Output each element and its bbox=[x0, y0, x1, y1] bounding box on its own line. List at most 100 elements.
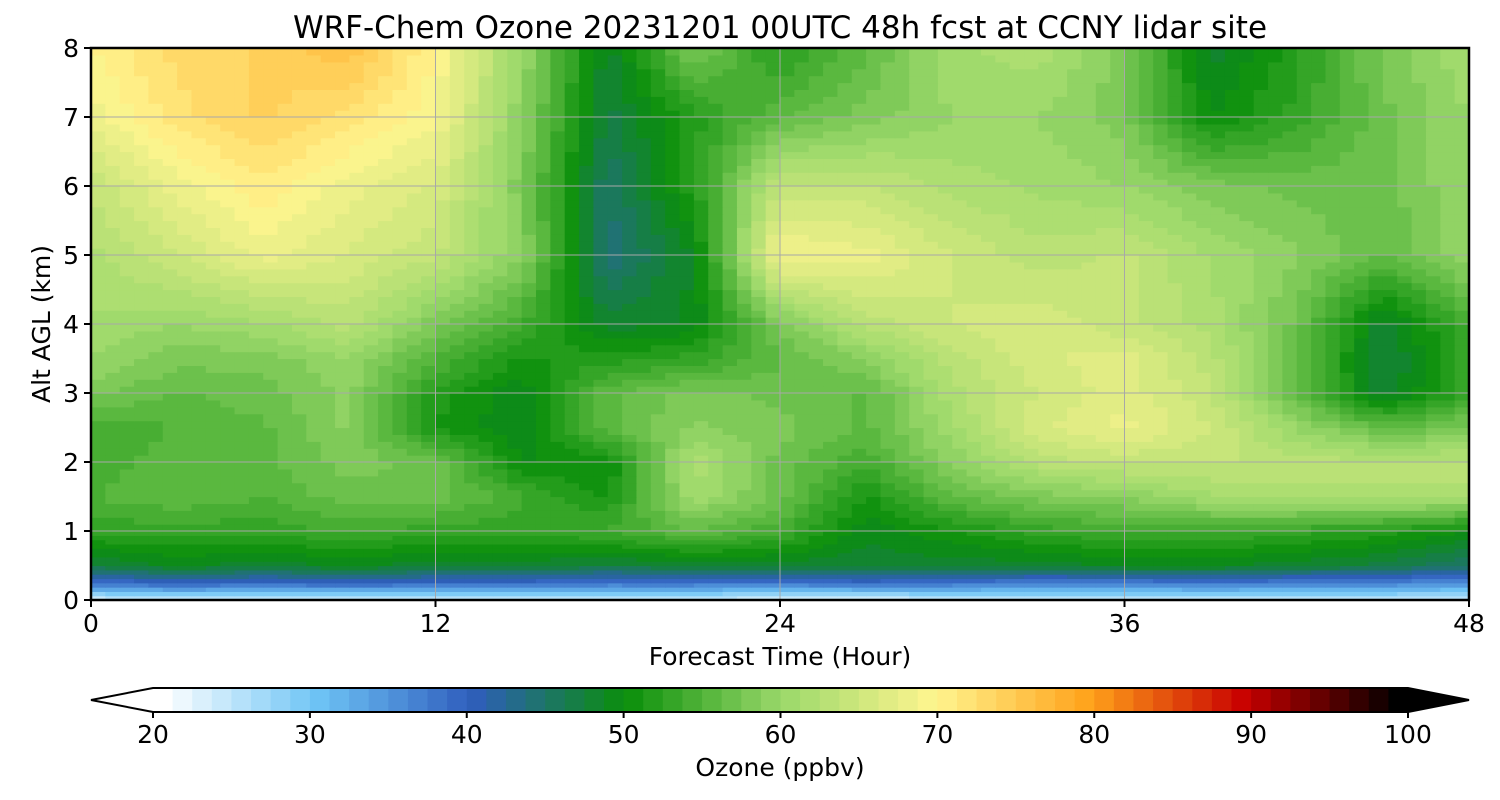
chart-title: WRF-Chem Ozone 20231201 00UTC 48h fcst a… bbox=[293, 10, 1267, 46]
field-cell bbox=[1268, 365, 1283, 373]
field-cell bbox=[980, 582, 996, 588]
field-cell bbox=[277, 310, 293, 318]
field-cell bbox=[478, 344, 494, 353]
field-cell bbox=[205, 441, 221, 449]
field-cell bbox=[1325, 595, 1341, 601]
field-cell bbox=[693, 468, 709, 477]
field-cell bbox=[105, 569, 121, 575]
field-cell bbox=[1153, 386, 1169, 394]
field-cell bbox=[995, 595, 1011, 601]
field-cell bbox=[335, 468, 350, 477]
field-cell bbox=[851, 595, 867, 601]
field-cell bbox=[1411, 441, 1427, 449]
field-cell bbox=[1067, 578, 1083, 584]
field-cell bbox=[177, 303, 193, 311]
field-cell bbox=[1009, 565, 1025, 571]
field-cell bbox=[291, 455, 307, 463]
field-cell bbox=[1440, 303, 1456, 311]
field-cell bbox=[535, 587, 551, 592]
field-cell bbox=[780, 574, 795, 580]
field-cell bbox=[1325, 289, 1341, 297]
field-cell bbox=[952, 420, 968, 429]
field-cell bbox=[650, 510, 666, 518]
field-cell bbox=[1325, 372, 1341, 380]
field-cell bbox=[1210, 386, 1226, 394]
field-cell bbox=[263, 420, 279, 429]
field-cell bbox=[866, 420, 882, 429]
field-cell bbox=[1440, 358, 1456, 366]
field-cell bbox=[492, 310, 508, 318]
field-cell bbox=[880, 517, 896, 525]
field-cell bbox=[148, 365, 164, 373]
field-cell bbox=[650, 582, 666, 588]
field-cell bbox=[1224, 531, 1240, 536]
field-cell bbox=[435, 587, 451, 592]
field-cell bbox=[607, 556, 623, 562]
field-cell bbox=[665, 535, 681, 541]
field-cell bbox=[220, 595, 236, 601]
field-cell bbox=[1181, 462, 1197, 470]
field-cell bbox=[1397, 531, 1413, 536]
field-cell bbox=[966, 296, 982, 304]
field-cell bbox=[392, 531, 408, 536]
field-cell bbox=[464, 455, 480, 463]
field-cell bbox=[866, 434, 882, 442]
field-cell bbox=[205, 330, 221, 339]
field-cell bbox=[1196, 427, 1212, 435]
field-cell bbox=[679, 406, 695, 415]
field-cell bbox=[421, 310, 437, 318]
field-cell bbox=[1067, 324, 1083, 332]
field-cell bbox=[593, 441, 609, 449]
field-cell bbox=[1282, 552, 1298, 558]
field-cell bbox=[1224, 496, 1240, 504]
field-cell bbox=[134, 406, 150, 415]
field-cell bbox=[492, 372, 508, 380]
field-cell bbox=[765, 565, 781, 571]
field-cell bbox=[421, 399, 437, 408]
field-cell bbox=[162, 351, 178, 360]
field-cell bbox=[794, 556, 810, 562]
field-cell bbox=[421, 406, 437, 415]
field-cell bbox=[1368, 503, 1384, 511]
field-cell bbox=[1110, 337, 1126, 346]
field-cell bbox=[191, 441, 207, 449]
field-cell bbox=[435, 406, 451, 415]
field-cell bbox=[866, 289, 882, 297]
field-cell bbox=[335, 535, 350, 541]
field-cell bbox=[1210, 561, 1226, 567]
field-cell bbox=[234, 595, 250, 601]
field-cell bbox=[980, 379, 996, 387]
field-cell bbox=[1440, 372, 1456, 380]
field-cell bbox=[909, 496, 925, 504]
field-cell bbox=[794, 539, 810, 545]
field-cell bbox=[492, 475, 508, 484]
field-cell bbox=[105, 289, 121, 297]
field-cell bbox=[679, 517, 695, 525]
field-cell bbox=[363, 289, 379, 297]
field-cell bbox=[234, 330, 250, 339]
field-cell bbox=[1411, 434, 1427, 442]
field-cell bbox=[550, 303, 566, 311]
field-cell bbox=[507, 448, 523, 456]
field-cell bbox=[1024, 434, 1039, 442]
field-cell bbox=[119, 569, 135, 575]
field-cell bbox=[1167, 344, 1183, 353]
field-cell bbox=[622, 468, 638, 477]
field-cell bbox=[1110, 448, 1126, 456]
field-cell bbox=[823, 475, 839, 484]
field-cell bbox=[507, 510, 523, 518]
field-cell bbox=[1239, 434, 1255, 442]
field-cell bbox=[1081, 561, 1097, 567]
field-cell bbox=[105, 358, 121, 366]
field-cell bbox=[320, 468, 336, 477]
field-cell bbox=[1311, 365, 1327, 373]
field-cell bbox=[751, 503, 767, 511]
field-cell bbox=[1296, 561, 1312, 567]
field-cell bbox=[91, 413, 106, 422]
field-cell bbox=[909, 489, 925, 498]
field-cell bbox=[679, 420, 695, 429]
field-cell bbox=[148, 386, 164, 394]
field-cell bbox=[1196, 543, 1212, 549]
field-cell bbox=[177, 317, 193, 325]
field-cell bbox=[937, 582, 953, 588]
